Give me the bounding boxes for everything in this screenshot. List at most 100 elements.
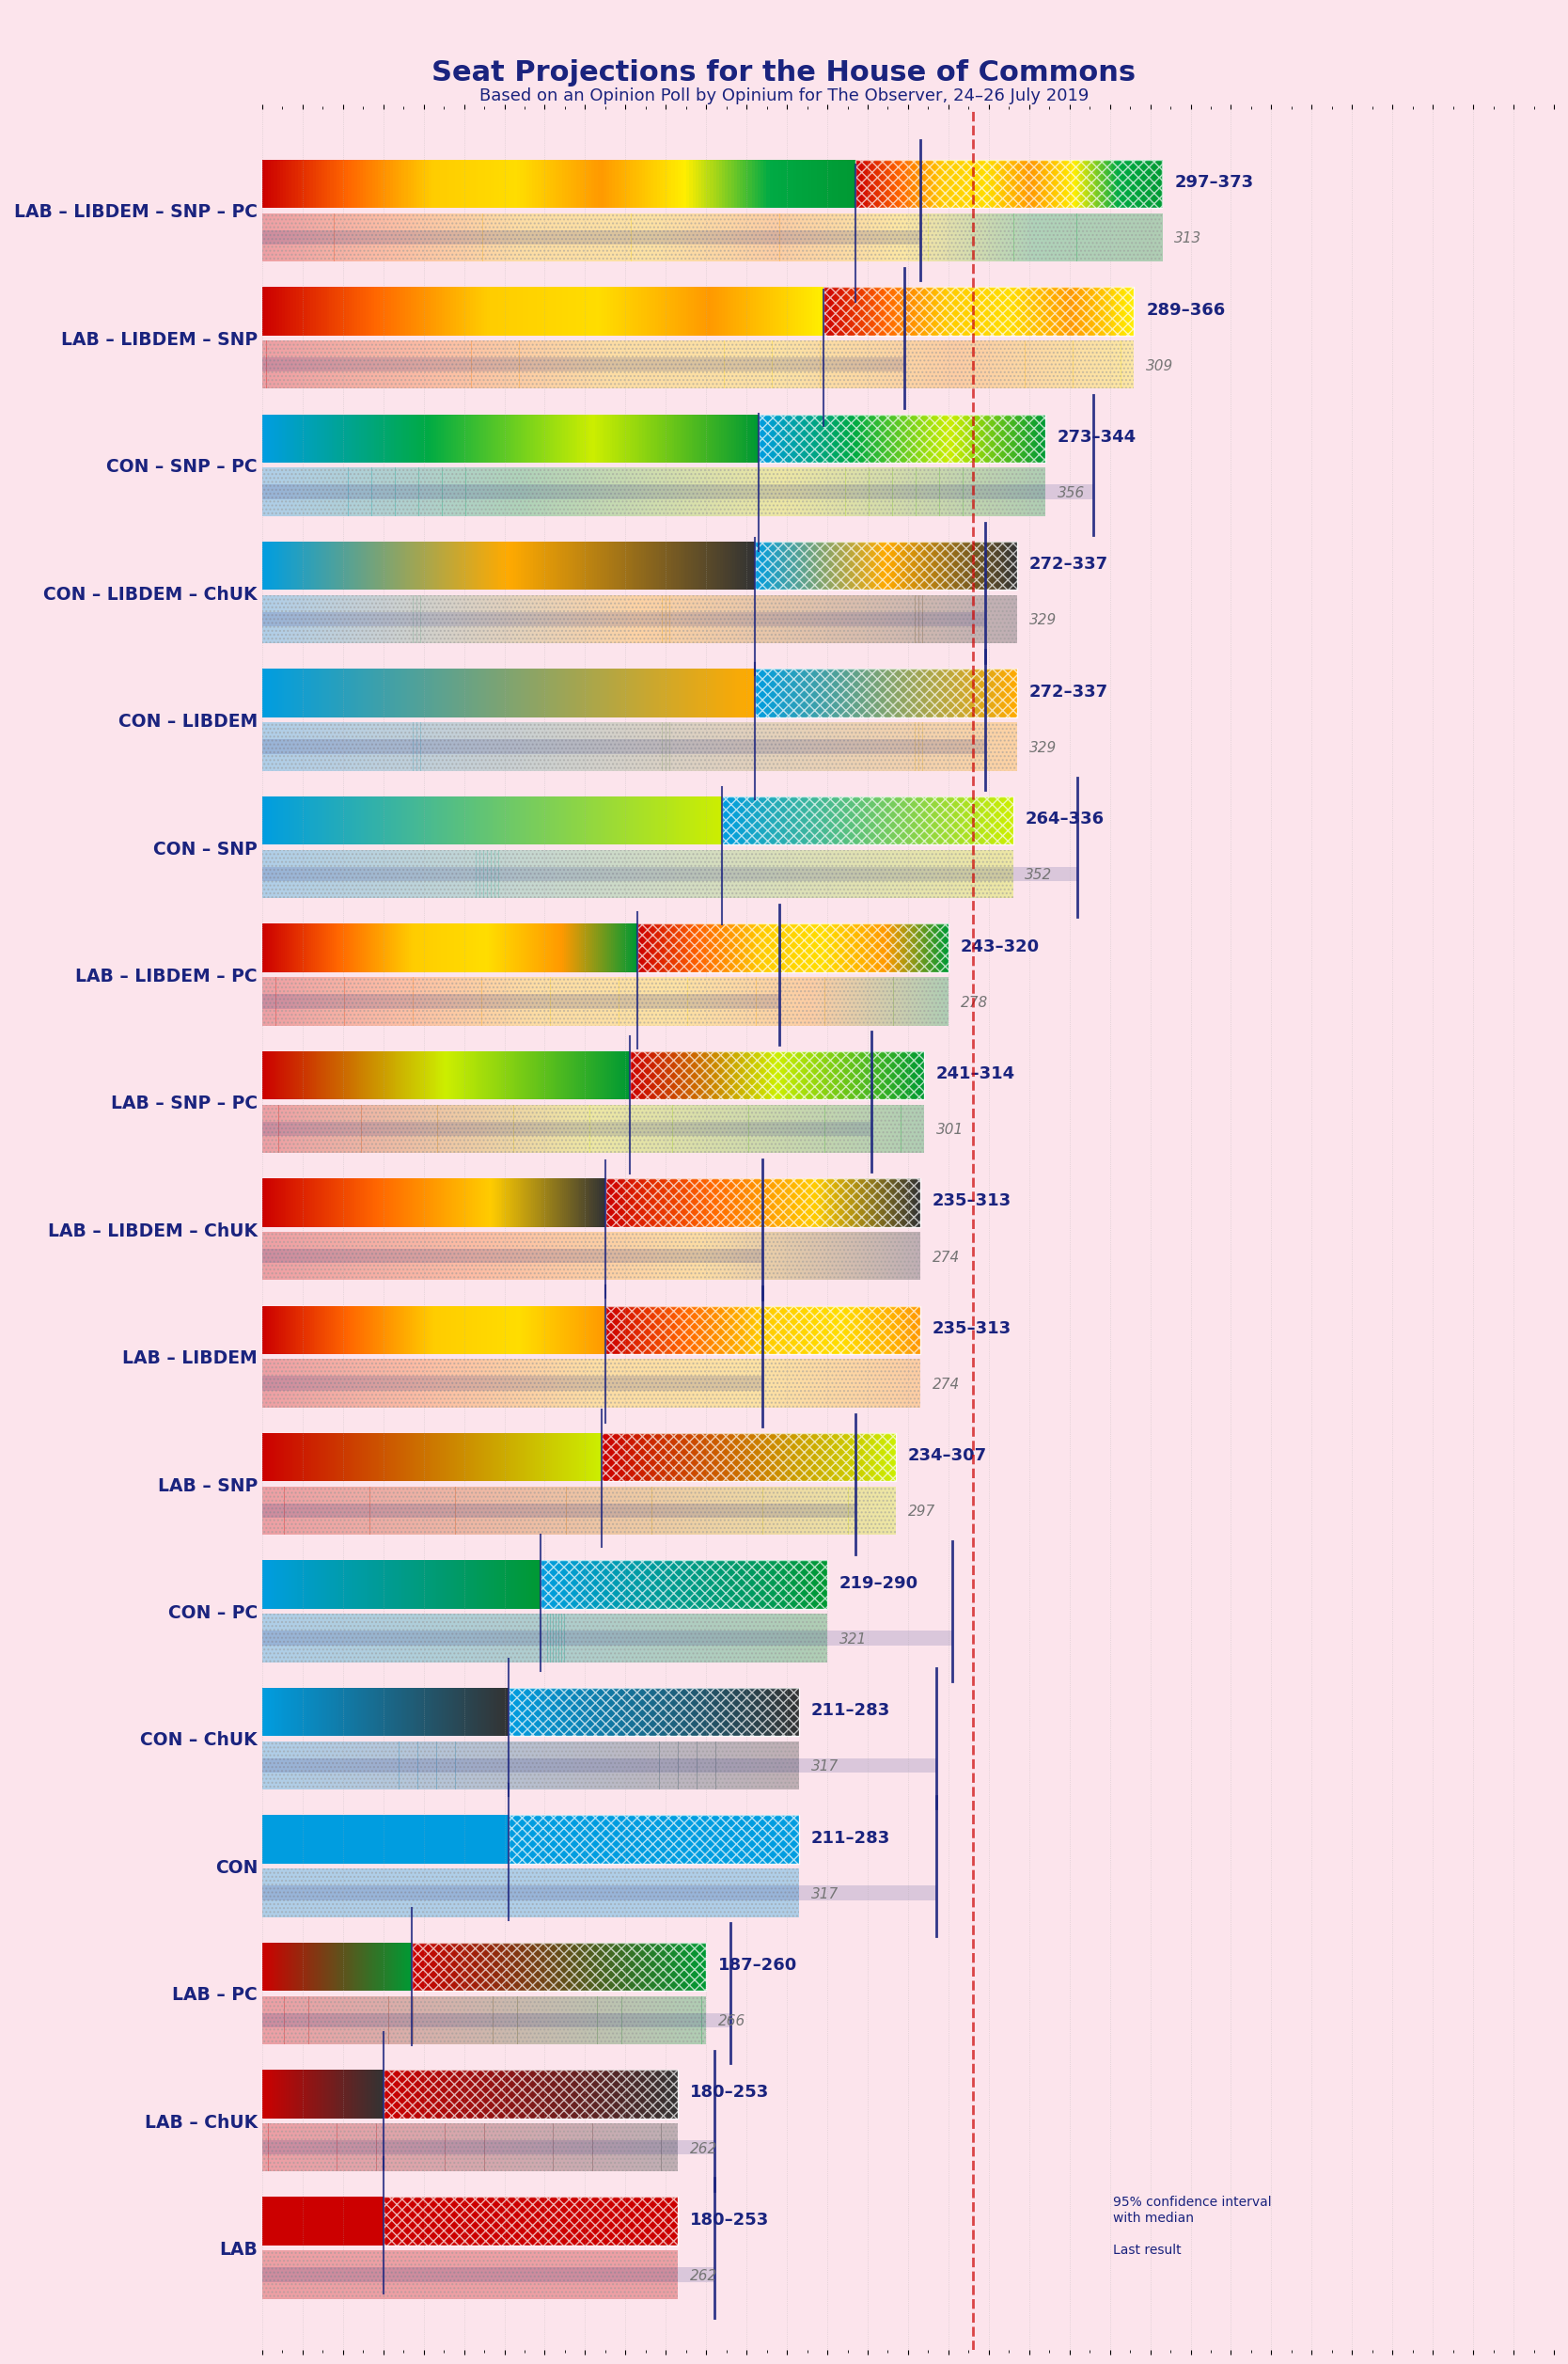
Bar	[461, 1104, 464, 1154]
Bar	[935, 286, 936, 336]
Bar	[372, 723, 375, 771]
Bar	[378, 1742, 381, 1790]
Bar	[318, 1615, 321, 1662]
Bar	[289, 723, 292, 771]
Bar	[596, 1615, 599, 1662]
Bar	[737, 286, 739, 336]
Bar	[889, 596, 892, 643]
Bar	[991, 340, 994, 388]
Bar	[715, 1104, 720, 1154]
Bar	[433, 1305, 434, 1355]
Bar	[673, 1305, 674, 1355]
Bar	[850, 161, 853, 208]
Bar	[814, 596, 817, 643]
Bar	[688, 924, 690, 972]
Bar	[582, 924, 583, 972]
Bar	[569, 1052, 571, 1099]
Bar	[506, 1995, 508, 2045]
Bar	[304, 1615, 307, 1662]
Bar	[585, 541, 588, 591]
Bar	[961, 161, 963, 208]
Bar	[768, 1305, 770, 1355]
Bar	[550, 286, 554, 336]
Bar	[517, 1052, 519, 1099]
Bar	[845, 1359, 848, 1407]
Bar	[974, 213, 978, 262]
Bar	[420, 849, 423, 898]
Bar	[400, 797, 403, 844]
Bar	[684, 161, 687, 208]
Bar	[583, 596, 586, 643]
Bar	[262, 340, 267, 388]
Bar	[528, 1232, 532, 1281]
Bar	[698, 1615, 701, 1662]
Bar	[502, 1995, 505, 2045]
Bar	[505, 1995, 506, 2045]
Bar	[315, 723, 318, 771]
Bar	[466, 1615, 469, 1662]
Bar	[285, 213, 289, 262]
Bar	[458, 797, 459, 844]
Bar	[641, 1995, 644, 2045]
Bar	[1066, 286, 1068, 336]
Bar	[607, 1052, 610, 1099]
Bar	[695, 414, 696, 463]
Bar	[964, 723, 967, 771]
Bar	[765, 1232, 768, 1281]
Bar	[641, 849, 644, 898]
Bar	[903, 1232, 906, 1281]
Bar	[580, 340, 585, 388]
Bar	[615, 161, 618, 208]
Bar	[914, 1232, 917, 1281]
Bar	[588, 1359, 591, 1407]
Bar	[599, 1433, 601, 1482]
Bar	[347, 541, 348, 591]
Bar	[343, 414, 347, 463]
Bar	[452, 213, 456, 262]
Bar	[809, 924, 811, 972]
Bar	[622, 1104, 626, 1154]
Bar	[310, 596, 315, 643]
Bar	[866, 1305, 867, 1355]
Bar	[713, 286, 717, 336]
Bar	[960, 723, 964, 771]
Bar	[372, 1177, 373, 1227]
Bar	[875, 1305, 877, 1355]
Bar	[367, 1232, 370, 1281]
Bar	[538, 723, 541, 771]
Bar	[361, 161, 364, 208]
Bar	[477, 797, 478, 844]
Bar	[552, 1232, 555, 1281]
Bar	[414, 414, 416, 463]
Bar	[527, 797, 528, 844]
Bar	[453, 1232, 456, 1281]
Bar	[367, 1615, 370, 1662]
Bar	[688, 286, 691, 336]
Bar	[521, 1305, 524, 1355]
Bar	[771, 1104, 775, 1154]
Bar	[580, 414, 582, 463]
Bar	[478, 2123, 480, 2173]
Bar	[787, 924, 789, 972]
Bar	[709, 1177, 710, 1227]
Bar	[442, 213, 447, 262]
Bar	[808, 1615, 811, 1662]
Bar	[370, 1232, 375, 1281]
Bar	[273, 2123, 274, 2173]
Bar	[803, 924, 804, 972]
Bar	[798, 1305, 800, 1355]
Bar	[307, 1615, 310, 1662]
Bar	[437, 1433, 439, 1482]
Bar	[486, 924, 488, 972]
Bar	[281, 596, 285, 643]
Bar	[953, 723, 956, 771]
Bar	[601, 1232, 604, 1281]
Bar	[801, 976, 804, 1026]
Bar	[372, 340, 375, 388]
Bar	[659, 1177, 660, 1227]
Bar	[419, 1433, 420, 1482]
Bar	[528, 1177, 530, 1227]
Bar	[358, 1433, 359, 1482]
Bar	[742, 1305, 743, 1355]
Bar	[894, 1104, 898, 1154]
